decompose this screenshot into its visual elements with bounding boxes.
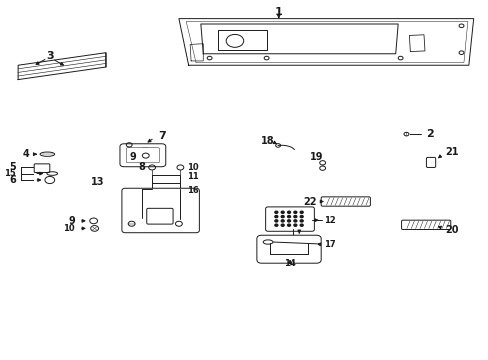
Circle shape	[287, 220, 290, 222]
Text: 22: 22	[303, 197, 316, 207]
Text: 17: 17	[324, 240, 335, 249]
Text: 12: 12	[324, 216, 335, 225]
Circle shape	[293, 211, 296, 213]
Circle shape	[293, 220, 296, 222]
FancyBboxPatch shape	[146, 208, 173, 224]
Circle shape	[300, 224, 303, 226]
Circle shape	[300, 220, 303, 222]
Circle shape	[281, 216, 284, 218]
FancyBboxPatch shape	[401, 220, 450, 229]
Circle shape	[293, 216, 296, 218]
Circle shape	[281, 224, 284, 226]
Text: 10: 10	[63, 224, 75, 233]
Circle shape	[281, 220, 284, 222]
FancyBboxPatch shape	[120, 144, 165, 167]
FancyBboxPatch shape	[265, 207, 314, 231]
Circle shape	[300, 211, 303, 213]
FancyBboxPatch shape	[321, 197, 369, 206]
Text: 2: 2	[425, 129, 433, 139]
Text: 1: 1	[274, 7, 282, 17]
Circle shape	[274, 220, 277, 222]
Circle shape	[274, 216, 277, 218]
Text: 18: 18	[261, 136, 274, 145]
Circle shape	[287, 211, 290, 213]
Text: 4: 4	[22, 149, 29, 159]
FancyBboxPatch shape	[126, 148, 159, 163]
Circle shape	[300, 216, 303, 218]
Circle shape	[281, 211, 284, 213]
Text: 11: 11	[187, 172, 199, 181]
Text: 15: 15	[4, 169, 16, 178]
Text: 16: 16	[187, 185, 199, 194]
Circle shape	[287, 216, 290, 218]
Text: 9: 9	[129, 152, 136, 162]
Circle shape	[274, 224, 277, 226]
Circle shape	[293, 224, 296, 226]
Text: 19: 19	[309, 152, 323, 162]
Text: 3: 3	[46, 51, 54, 61]
Text: 9: 9	[68, 216, 75, 226]
Text: 8: 8	[138, 162, 144, 172]
Text: 6: 6	[9, 175, 16, 185]
Text: 10: 10	[187, 163, 199, 172]
Text: 21: 21	[445, 147, 458, 157]
FancyBboxPatch shape	[426, 157, 435, 167]
Text: 14: 14	[284, 259, 295, 268]
Text: 5: 5	[9, 162, 16, 172]
Circle shape	[287, 224, 290, 226]
Text: 20: 20	[445, 225, 458, 235]
FancyBboxPatch shape	[256, 235, 321, 263]
Text: 7: 7	[158, 131, 165, 141]
Circle shape	[274, 211, 277, 213]
FancyBboxPatch shape	[34, 164, 50, 172]
FancyBboxPatch shape	[122, 188, 199, 233]
Text: 13: 13	[91, 177, 104, 187]
